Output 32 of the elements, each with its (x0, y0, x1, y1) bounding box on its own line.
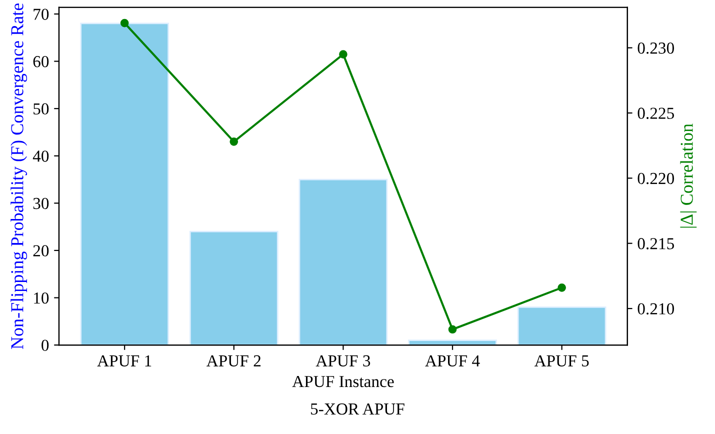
x-tick-label: APUF 5 (534, 355, 589, 366)
y-axis-title: Non-Flipping Probability (F) Convergence Rate (10, 3, 28, 350)
y-tick-label: 40 (32, 150, 49, 162)
y2-axis-title: |Δ| Correlation (680, 124, 697, 228)
bar (80, 22, 169, 346)
x-axis-title: APUF Instance (292, 376, 394, 388)
x-tick-label: APUF 4 (425, 355, 480, 366)
y-tick-label: 60 (33, 56, 49, 68)
y-tick-label: 10 (34, 292, 49, 304)
x-tick-label: APUF 2 (206, 355, 261, 366)
bar (189, 230, 278, 346)
y-tick-label: 70 (34, 8, 49, 20)
y2-tick-label: 0.215 (638, 238, 674, 250)
bar (517, 306, 606, 346)
point (339, 50, 348, 58)
x-tick-label: APUF 1 (97, 355, 152, 366)
y2-tick-label: 0.210 (638, 303, 674, 315)
point (448, 325, 457, 334)
bar (298, 178, 388, 346)
y2-tick-label: 0.220 (638, 172, 674, 184)
y2-tick-label: 0.225 (638, 108, 674, 119)
point (230, 137, 238, 146)
y-tick-label: 50 (34, 103, 49, 115)
text: 5-XOR APUF (311, 403, 404, 415)
y2-tick-label: 0.230 (638, 42, 674, 54)
y-tick-label: 20 (33, 245, 49, 256)
bar (408, 340, 497, 346)
y-tick-label: 30 (33, 198, 49, 210)
x-tick-label: APUF 3 (316, 355, 370, 366)
point (558, 284, 566, 292)
point (120, 18, 129, 28)
y-tick-label: 0 (42, 340, 49, 351)
